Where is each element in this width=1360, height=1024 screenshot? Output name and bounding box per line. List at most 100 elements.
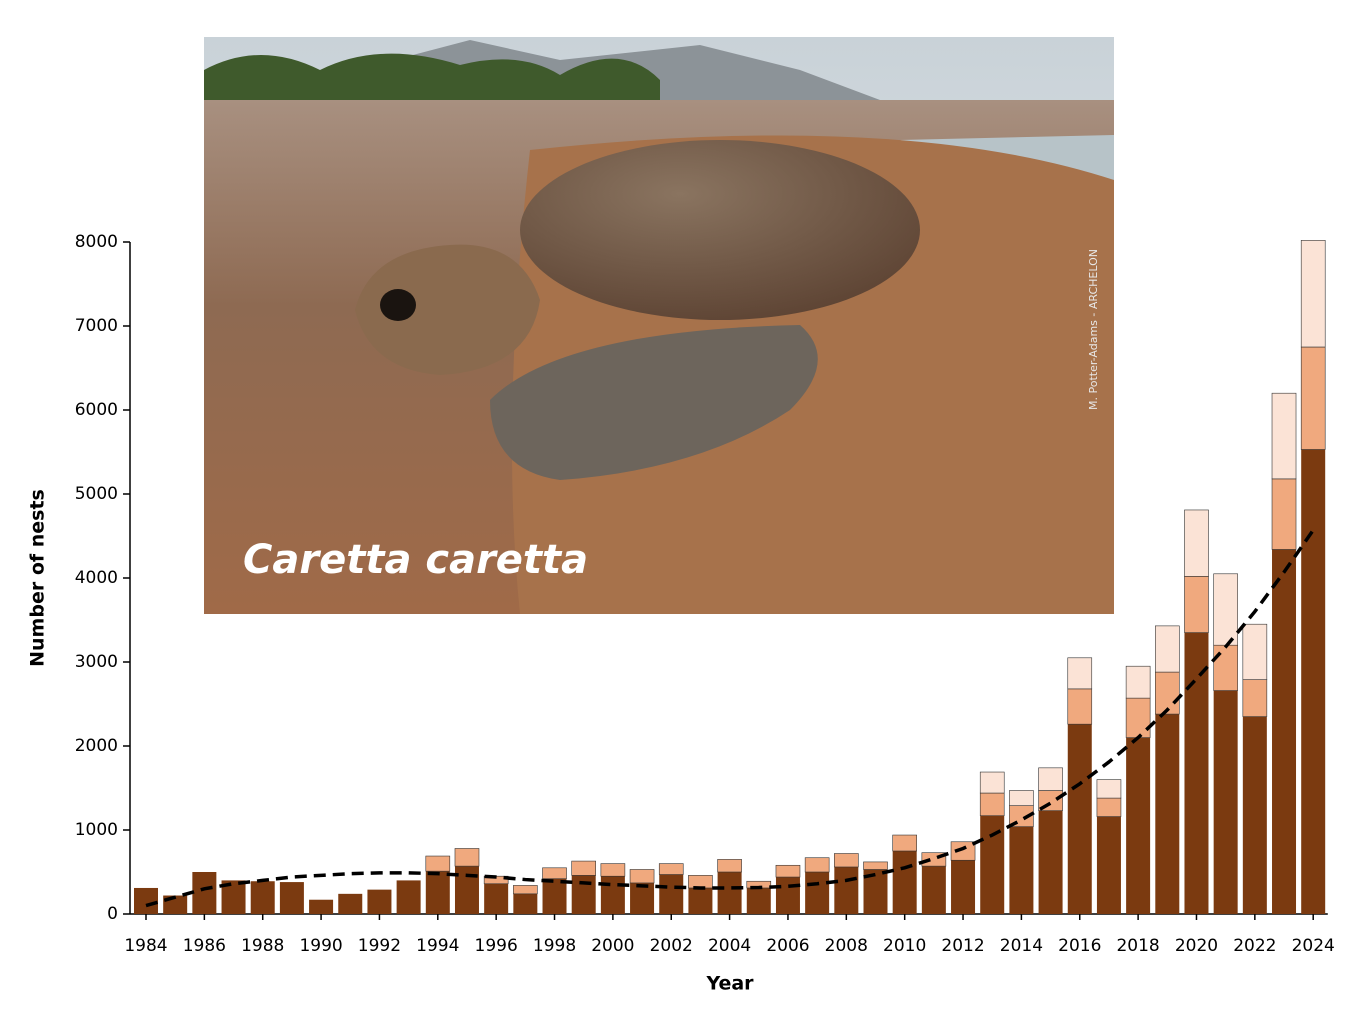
- bar-segment: [1271, 392, 1297, 480]
- bar-segment: [659, 874, 684, 914]
- bar-segment: [1155, 714, 1180, 914]
- bar-segment: [980, 815, 1005, 914]
- bar-segment: [571, 860, 597, 876]
- bar-segment: [1038, 767, 1063, 791]
- bar-segment: [309, 899, 334, 914]
- bar-segment: [600, 876, 625, 914]
- y-tick-label: 1000: [75, 820, 118, 840]
- x-tick-label: 1984: [124, 936, 167, 956]
- trend-line: [145, 529, 1315, 908]
- bar-segment: [1125, 697, 1151, 738]
- bar-segment: [1213, 690, 1238, 914]
- bar-segment: [425, 855, 451, 872]
- bar-segment: [571, 875, 596, 914]
- x-tick-label: 1988: [241, 936, 284, 956]
- x-tick-label: 1992: [358, 936, 401, 956]
- x-tick-label: 1996: [475, 936, 518, 956]
- bar-segment: [1213, 644, 1238, 691]
- x-tick-label: 2002: [650, 936, 693, 956]
- bar-segment: [1300, 346, 1326, 450]
- x-tick-label: 2022: [1233, 936, 1276, 956]
- x-tick-label: 2020: [1175, 936, 1218, 956]
- bar-segment: [1184, 576, 1209, 633]
- bar-segment: [951, 860, 976, 914]
- bar-segment: [1096, 779, 1122, 799]
- bar-segment: [1009, 790, 1034, 806]
- bar-segment: [1096, 797, 1122, 817]
- bar-segment: [688, 875, 713, 889]
- y-tick-label: 3000: [75, 652, 118, 672]
- bar-segment: [834, 866, 859, 914]
- x-tick-label: 2024: [1292, 936, 1335, 956]
- bar-segment: [1009, 826, 1034, 914]
- x-tick-label: 2008: [825, 936, 868, 956]
- x-tick-label: 1994: [416, 936, 459, 956]
- bar-segment: [979, 792, 1005, 817]
- bar-segment: [1126, 737, 1151, 914]
- bar-segment: [1125, 665, 1151, 699]
- bar-segment: [1067, 657, 1093, 690]
- bar-segment: [658, 863, 684, 875]
- bar-segment: [1155, 625, 1180, 673]
- bar-segment: [950, 841, 976, 861]
- bar-segment: [1096, 816, 1121, 914]
- bar-segment: [717, 859, 742, 873]
- bar-segment: [1184, 632, 1209, 914]
- bar-segment: [1242, 679, 1268, 717]
- photo-caption: Caretta caretta: [243, 537, 588, 583]
- x-tick-label: 1998: [533, 936, 576, 956]
- bar-segment: [484, 883, 509, 914]
- bar-segment: [134, 887, 158, 914]
- bar-segment: [805, 872, 830, 914]
- bar-segment: [192, 872, 217, 914]
- bar-segment: [921, 866, 946, 914]
- bar-segment: [279, 882, 304, 914]
- bar-segment: [367, 889, 392, 914]
- bar-segment: [834, 853, 859, 868]
- bar-segment: [542, 867, 567, 880]
- bar-segment: [775, 877, 800, 914]
- bar-segment: [1272, 549, 1297, 914]
- x-tick-label: 2014: [1000, 936, 1043, 956]
- bar-segment: [863, 861, 888, 870]
- bar-segment: [688, 887, 713, 914]
- photo-credit: M. Potter-Adams - ARCHELON: [1087, 249, 1100, 410]
- x-tick-label: 2012: [941, 936, 984, 956]
- x-tick-label: 2006: [766, 936, 809, 956]
- y-tick-label: 5000: [75, 484, 118, 504]
- x-tick-label: 1990: [299, 936, 342, 956]
- x-axis-label: Year: [705, 973, 754, 995]
- bar-segment: [250, 881, 275, 914]
- bar-segment: [892, 834, 917, 852]
- bar-segment: [600, 863, 626, 877]
- bar-segment: [1301, 449, 1326, 914]
- bar-segment: [425, 871, 450, 914]
- bar-segment: [454, 848, 480, 867]
- bar-segment: [1242, 716, 1267, 914]
- bar-segment: [542, 878, 567, 914]
- y-tick-label: 4000: [75, 568, 118, 588]
- x-tick-label: 2018: [1116, 936, 1159, 956]
- bar-segment: [396, 880, 421, 914]
- x-tick-label: 1986: [183, 936, 226, 956]
- bar-segment: [775, 864, 801, 878]
- bar-segment: [1300, 240, 1326, 348]
- y-tick-label: 7000: [75, 316, 118, 336]
- bar-segment: [1184, 509, 1209, 577]
- bar-segment: [629, 869, 655, 884]
- y-tick-label: 8000: [75, 232, 118, 252]
- bar-segment: [630, 882, 655, 914]
- bar-segment: [338, 893, 363, 914]
- bar-segment: [1067, 724, 1092, 914]
- y-tick-label: 0: [107, 904, 118, 924]
- bar-segment: [892, 851, 917, 914]
- bar-segment: [1271, 478, 1297, 550]
- x-tick-label: 2000: [591, 936, 634, 956]
- y-tick-label: 2000: [75, 736, 118, 756]
- bar-segment: [804, 857, 830, 873]
- x-tick-label: 2004: [708, 936, 751, 956]
- photo: [204, 37, 1114, 614]
- bar-segment: [746, 887, 771, 914]
- bar-segment: [1038, 810, 1063, 914]
